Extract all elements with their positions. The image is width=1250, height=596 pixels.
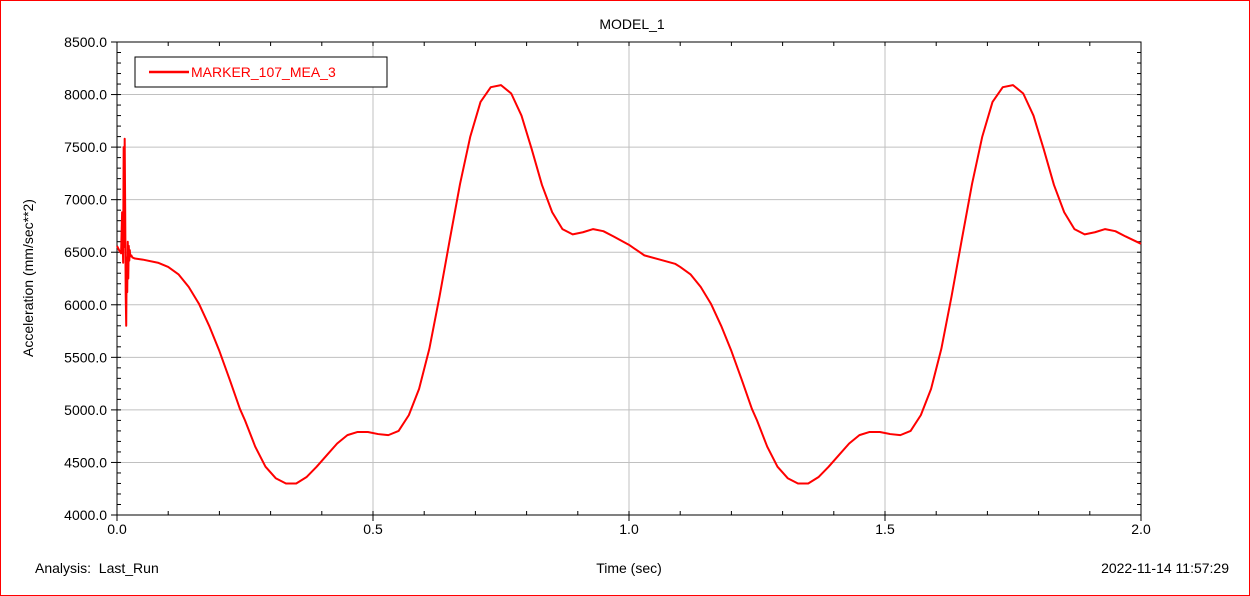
- y-tick-label: 8000.0: [64, 87, 107, 103]
- grid-lines: [117, 42, 1141, 515]
- x-tick-label: 1.5: [875, 521, 895, 537]
- timestamp: 2022-11-14 11:57:29: [1101, 560, 1229, 576]
- y-tick-label: 6500.0: [64, 244, 107, 260]
- chart-title: MODEL_1: [599, 16, 665, 32]
- y-tick-label: 8500.0: [64, 34, 107, 50]
- legend[interactable]: MARKER_107_MEA_3: [134, 56, 388, 88]
- x-tick-label: 2.0: [1131, 521, 1151, 537]
- axis-ticks: [111, 41, 1142, 521]
- x-tick-label: 1.0: [619, 521, 639, 537]
- y-tick-label: 5500.0: [64, 349, 107, 365]
- series-layer: [116, 84, 1142, 485]
- y-axis-label: Acceleration (mm/sec**2): [20, 199, 36, 357]
- y-tick-labels: 4000.0 4500.0 5000.0 5500.0 6000.0 6500.0 7000…: [64, 34, 107, 523]
- legend-label: MARKER_107_MEA_3: [191, 64, 336, 80]
- x-tick-labels: 0.0 0.5 1.0 1.5 2.0: [107, 521, 1151, 537]
- y-tick-label: 7500.0: [64, 139, 107, 155]
- x-tick-label: 0.0: [107, 521, 127, 537]
- y-tick-label: 7000.0: [64, 192, 107, 208]
- x-axis-label: Time (sec): [596, 560, 662, 576]
- y-tick-label: 4500.0: [64, 454, 107, 470]
- x-tick-label: 0.5: [363, 521, 383, 537]
- analysis-label: Analysis: Last_Run: [35, 560, 159, 576]
- y-tick-label: 5000.0: [64, 402, 107, 418]
- y-tick-label: 6000.0: [64, 297, 107, 313]
- series-line: [116, 84, 1142, 485]
- y-tick-label: 4000.0: [64, 507, 107, 523]
